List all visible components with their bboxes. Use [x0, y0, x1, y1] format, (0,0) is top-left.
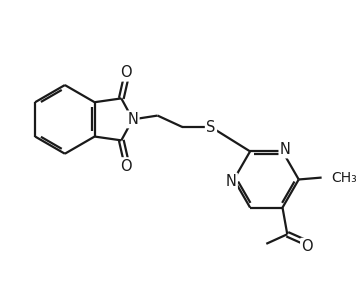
Text: O: O	[301, 239, 313, 254]
Text: CH₃: CH₃	[331, 170, 357, 185]
Text: N: N	[226, 174, 236, 189]
Text: O: O	[120, 159, 132, 174]
Text: S: S	[206, 120, 216, 134]
Text: N: N	[127, 112, 138, 127]
Text: O: O	[120, 65, 132, 80]
Text: N: N	[280, 142, 291, 157]
